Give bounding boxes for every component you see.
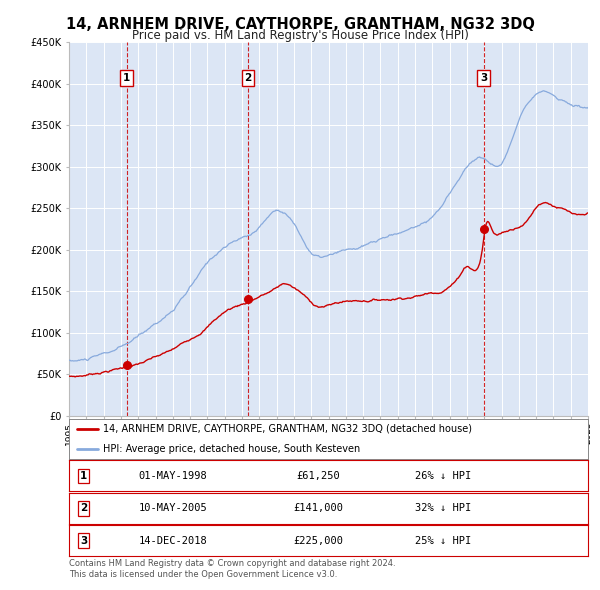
Text: 14-DEC-2018: 14-DEC-2018 (139, 536, 207, 546)
Text: 01-MAY-1998: 01-MAY-1998 (139, 471, 207, 481)
Text: 26% ↓ HPI: 26% ↓ HPI (415, 471, 471, 481)
Text: 1: 1 (123, 73, 130, 83)
Text: 25% ↓ HPI: 25% ↓ HPI (415, 536, 471, 546)
Text: 14, ARNHEM DRIVE, CAYTHORPE, GRANTHAM, NG32 3DQ (detached house): 14, ARNHEM DRIVE, CAYTHORPE, GRANTHAM, N… (103, 424, 472, 434)
Text: 3: 3 (480, 73, 487, 83)
Text: 2: 2 (80, 503, 87, 513)
Text: 2: 2 (245, 73, 252, 83)
Text: HPI: Average price, detached house, South Kesteven: HPI: Average price, detached house, Sout… (103, 444, 360, 454)
Text: 14, ARNHEM DRIVE, CAYTHORPE, GRANTHAM, NG32 3DQ: 14, ARNHEM DRIVE, CAYTHORPE, GRANTHAM, N… (65, 17, 535, 31)
Text: Price paid vs. HM Land Registry's House Price Index (HPI): Price paid vs. HM Land Registry's House … (131, 30, 469, 42)
Text: £61,250: £61,250 (296, 471, 340, 481)
Text: 10-MAY-2005: 10-MAY-2005 (139, 503, 207, 513)
Text: £225,000: £225,000 (293, 536, 343, 546)
Text: 32% ↓ HPI: 32% ↓ HPI (415, 503, 471, 513)
Text: 1: 1 (80, 471, 87, 481)
Text: 3: 3 (80, 536, 87, 546)
Text: £141,000: £141,000 (293, 503, 343, 513)
Text: Contains HM Land Registry data © Crown copyright and database right 2024.
This d: Contains HM Land Registry data © Crown c… (69, 559, 395, 579)
